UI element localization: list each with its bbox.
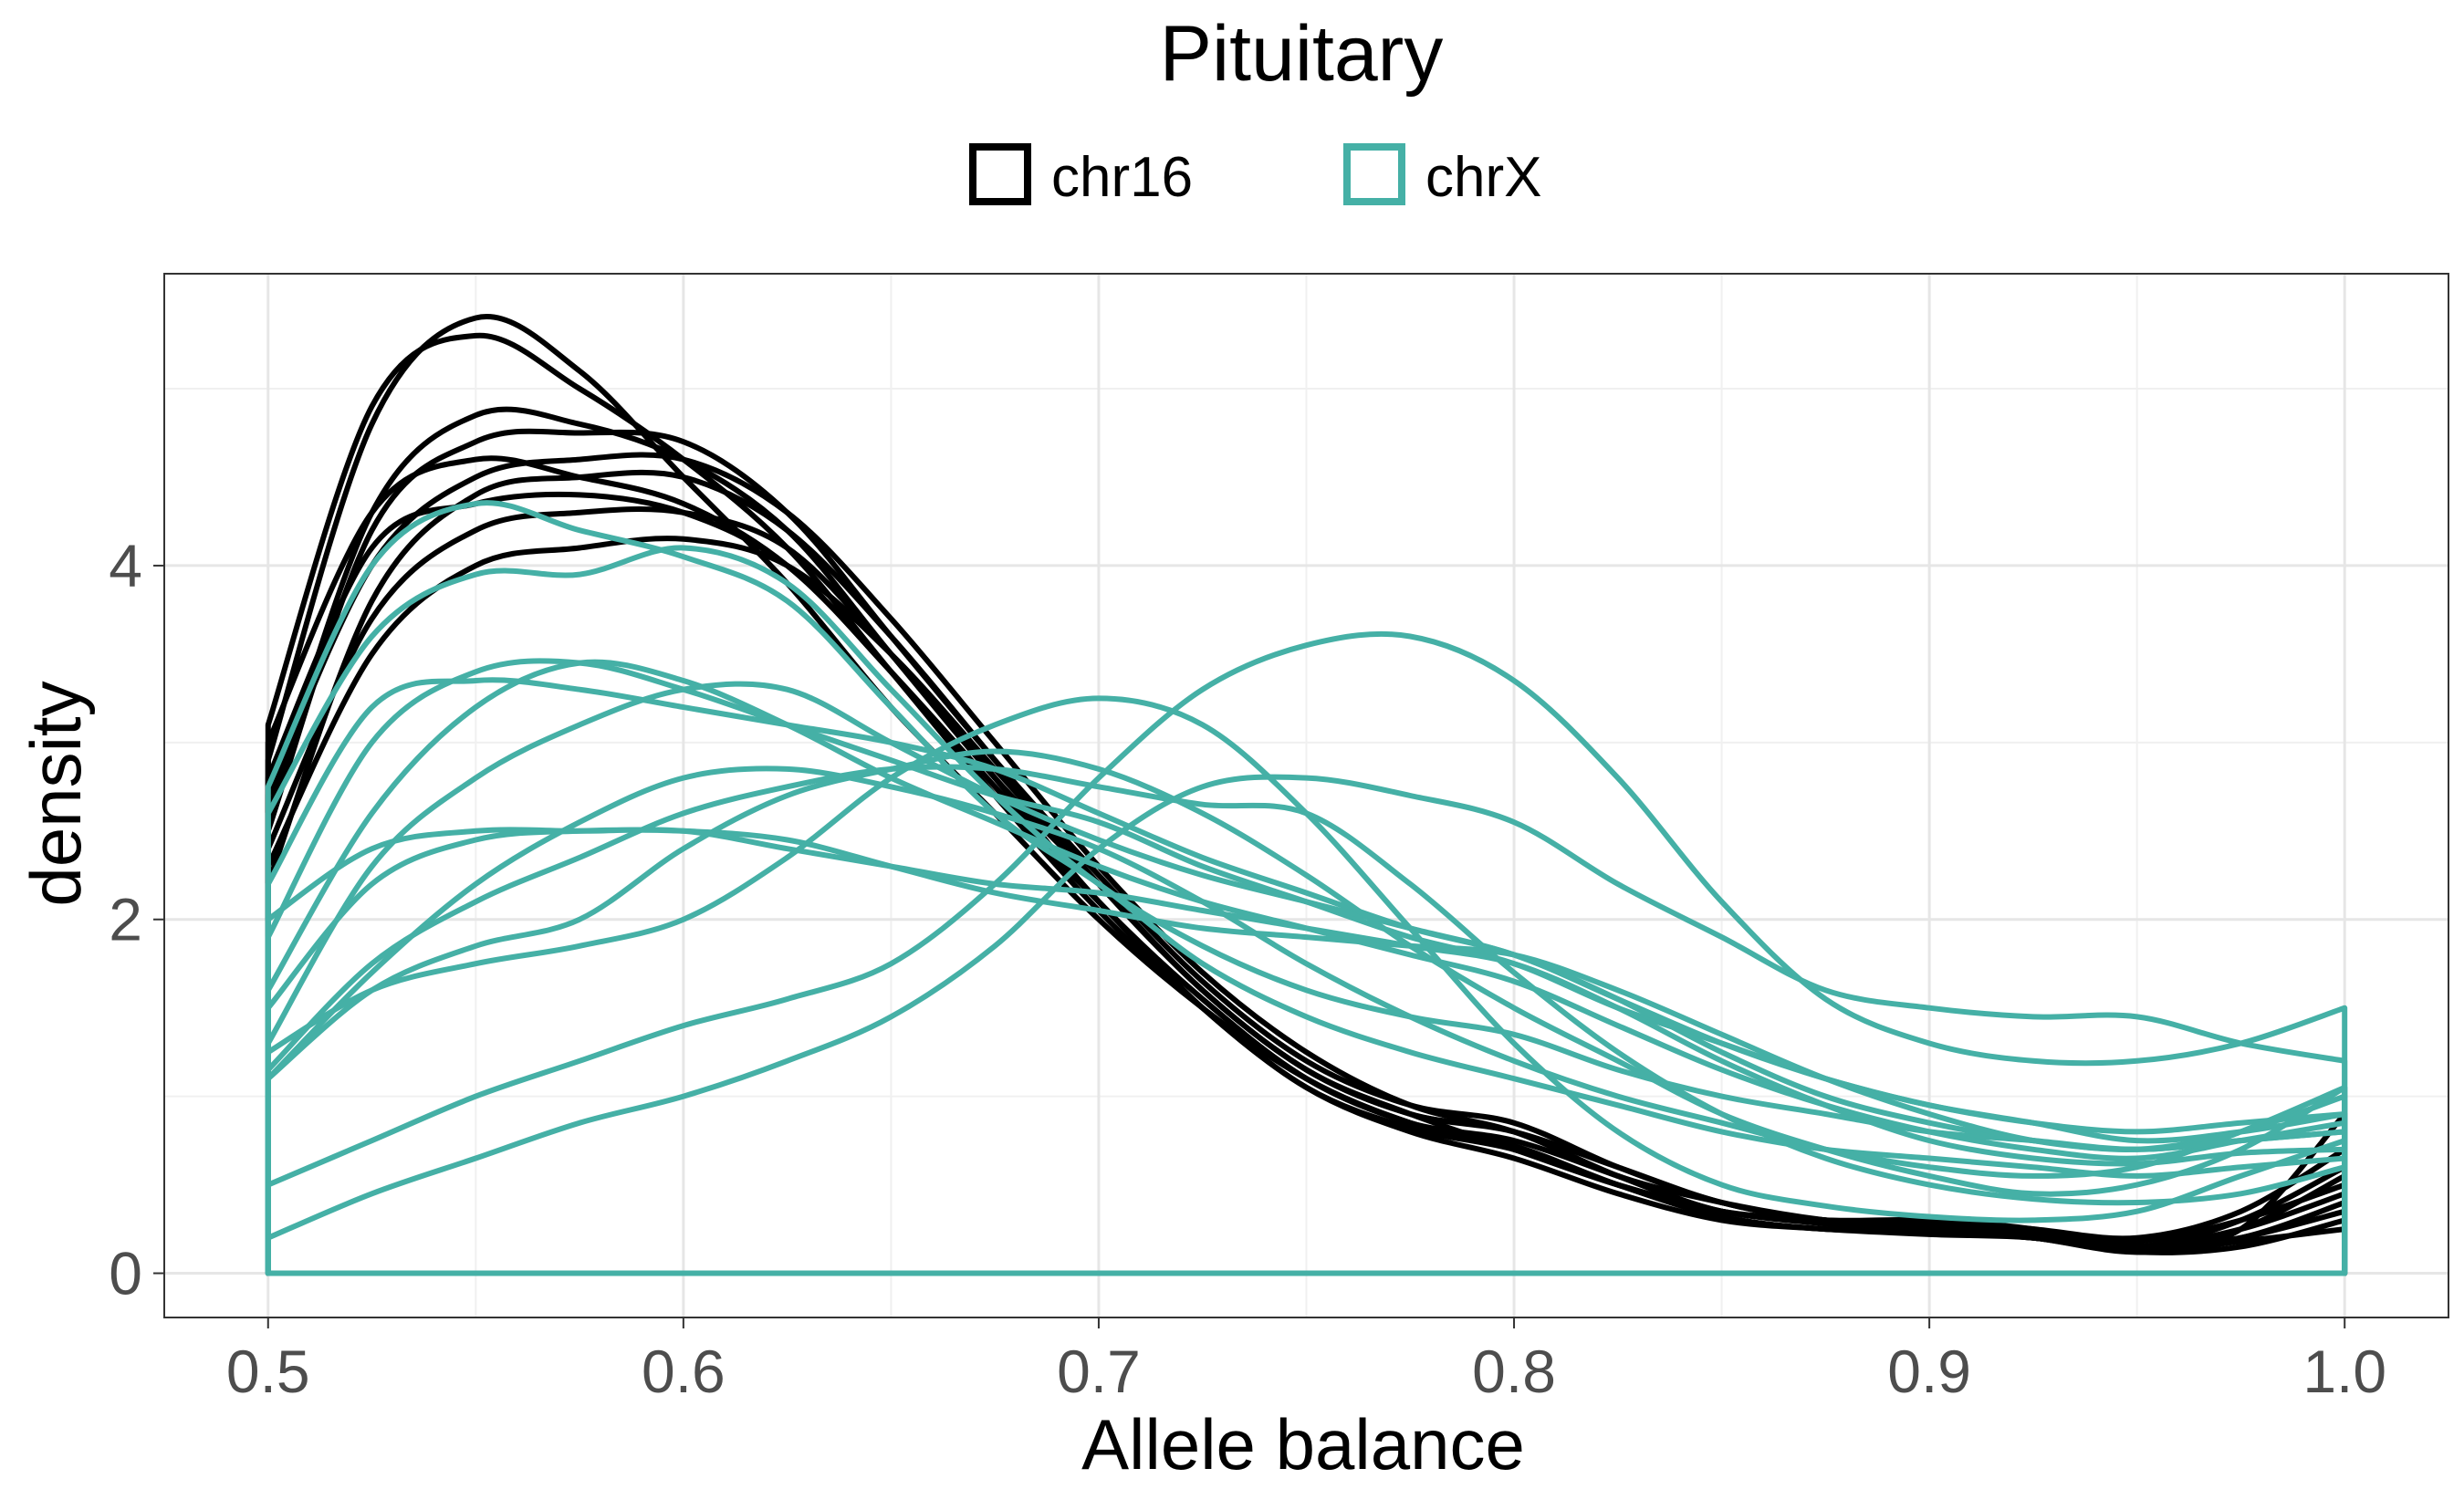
density-line-chrx xyxy=(265,827,2348,1276)
density-line-chrx xyxy=(265,748,2348,1276)
x-tick-label: 0.8 xyxy=(1472,1338,1556,1405)
axes: 0.5 0.6 0.7 0.8 0.9 1.0 0 2 4 xyxy=(109,532,2386,1405)
legend-label-chr16: chr16 xyxy=(1051,146,1193,209)
density-line-chrx xyxy=(265,677,2348,1276)
y-tick-label: 0 xyxy=(109,1240,142,1307)
plot-panel-border xyxy=(163,273,2449,1318)
density-line-chrx xyxy=(265,764,2348,1276)
x-tick-label: 1.0 xyxy=(2302,1338,2386,1405)
x-tick-label: 0.6 xyxy=(642,1338,726,1405)
x-tick-label: 0.9 xyxy=(1887,1338,1971,1405)
series-layer xyxy=(265,314,2348,1276)
density-line-chrx xyxy=(265,630,2348,1276)
density-line-chr16 xyxy=(265,455,2348,1276)
density-line-chr16 xyxy=(265,452,2348,1276)
legend-key-chr16 xyxy=(969,143,1031,205)
y-tick-label: 2 xyxy=(109,886,142,953)
legend-label-chrX: chrX xyxy=(1425,146,1541,209)
y-tick-label: 4 xyxy=(109,532,142,599)
density-line-chrx xyxy=(265,765,2348,1276)
density-line-chrx xyxy=(265,774,2348,1276)
density-line-chrx xyxy=(265,695,2348,1276)
legend: chr16 chrX xyxy=(969,143,1541,209)
chart-title: Pituitary xyxy=(1160,10,1444,98)
y-axis-title: density xyxy=(16,681,96,906)
legend-key-chrX xyxy=(1343,143,1405,205)
x-tick-label: 0.5 xyxy=(226,1338,310,1405)
x-tick-label: 0.7 xyxy=(1057,1338,1141,1405)
x-axis-title: Allele balance xyxy=(1081,1404,1525,1484)
density-line-chrx xyxy=(265,500,2348,1276)
